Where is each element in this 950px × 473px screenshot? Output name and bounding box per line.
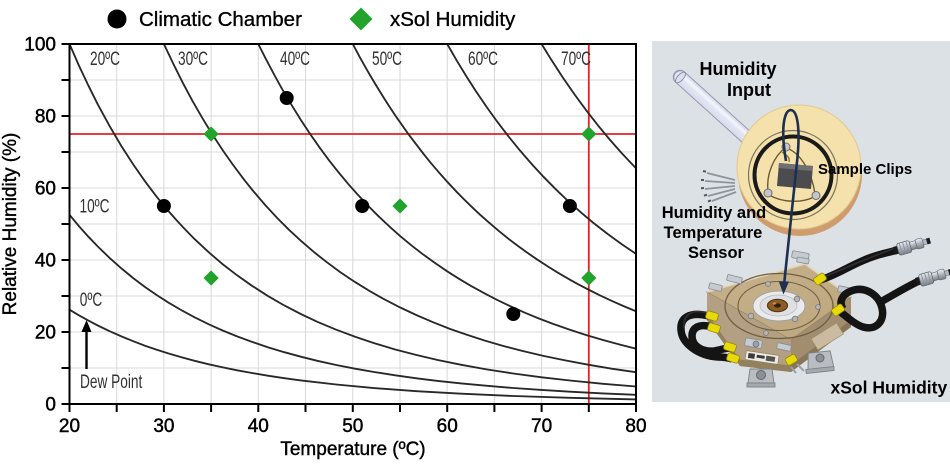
svg-text:40: 40 [248, 416, 269, 437]
svg-text:Temperature (ºC): Temperature (ºC) [280, 439, 425, 460]
svg-text:60: 60 [437, 416, 458, 437]
svg-text:10ºC: 10ºC [79, 195, 109, 217]
svg-text:50ºC: 50ºC [372, 48, 402, 70]
svg-text:80: 80 [35, 107, 56, 128]
svg-text:Input: Input [727, 80, 771, 100]
svg-text:60ºC: 60ºC [468, 48, 498, 70]
svg-text:Dew Point: Dew Point [80, 371, 143, 393]
svg-text:70: 70 [531, 416, 552, 437]
svg-text:0: 0 [45, 395, 56, 416]
svg-text:40ºC: 40ºC [280, 48, 310, 70]
svg-text:50: 50 [342, 416, 363, 437]
svg-text:20ºC: 20ºC [90, 48, 120, 70]
svg-text:Climatic Chamber: Climatic Chamber [139, 8, 302, 31]
svg-text:xSol Humidity: xSol Humidity [390, 8, 516, 31]
svg-text:Sample Clips: Sample Clips [818, 161, 912, 178]
svg-text:20: 20 [59, 416, 80, 437]
svg-text:40: 40 [35, 251, 56, 272]
svg-text:30: 30 [153, 416, 174, 437]
svg-text:80: 80 [625, 416, 646, 437]
svg-text:Temperature: Temperature [664, 224, 763, 242]
svg-text:30ºC: 30ºC [178, 48, 208, 70]
svg-text:0ºC: 0ºC [80, 289, 103, 311]
svg-text:100: 100 [24, 35, 56, 56]
svg-text:Humidity: Humidity [699, 59, 776, 79]
svg-text:Relative Humidity (%): Relative Humidity (%) [0, 133, 21, 316]
svg-text:xSol Humidity: xSol Humidity [831, 378, 948, 398]
svg-text:Humidity and: Humidity and [662, 204, 767, 222]
svg-text:20: 20 [35, 323, 56, 344]
svg-text:70ºC: 70ºC [561, 48, 591, 70]
svg-text:Sensor: Sensor [688, 244, 745, 262]
svg-text:60: 60 [35, 179, 56, 200]
